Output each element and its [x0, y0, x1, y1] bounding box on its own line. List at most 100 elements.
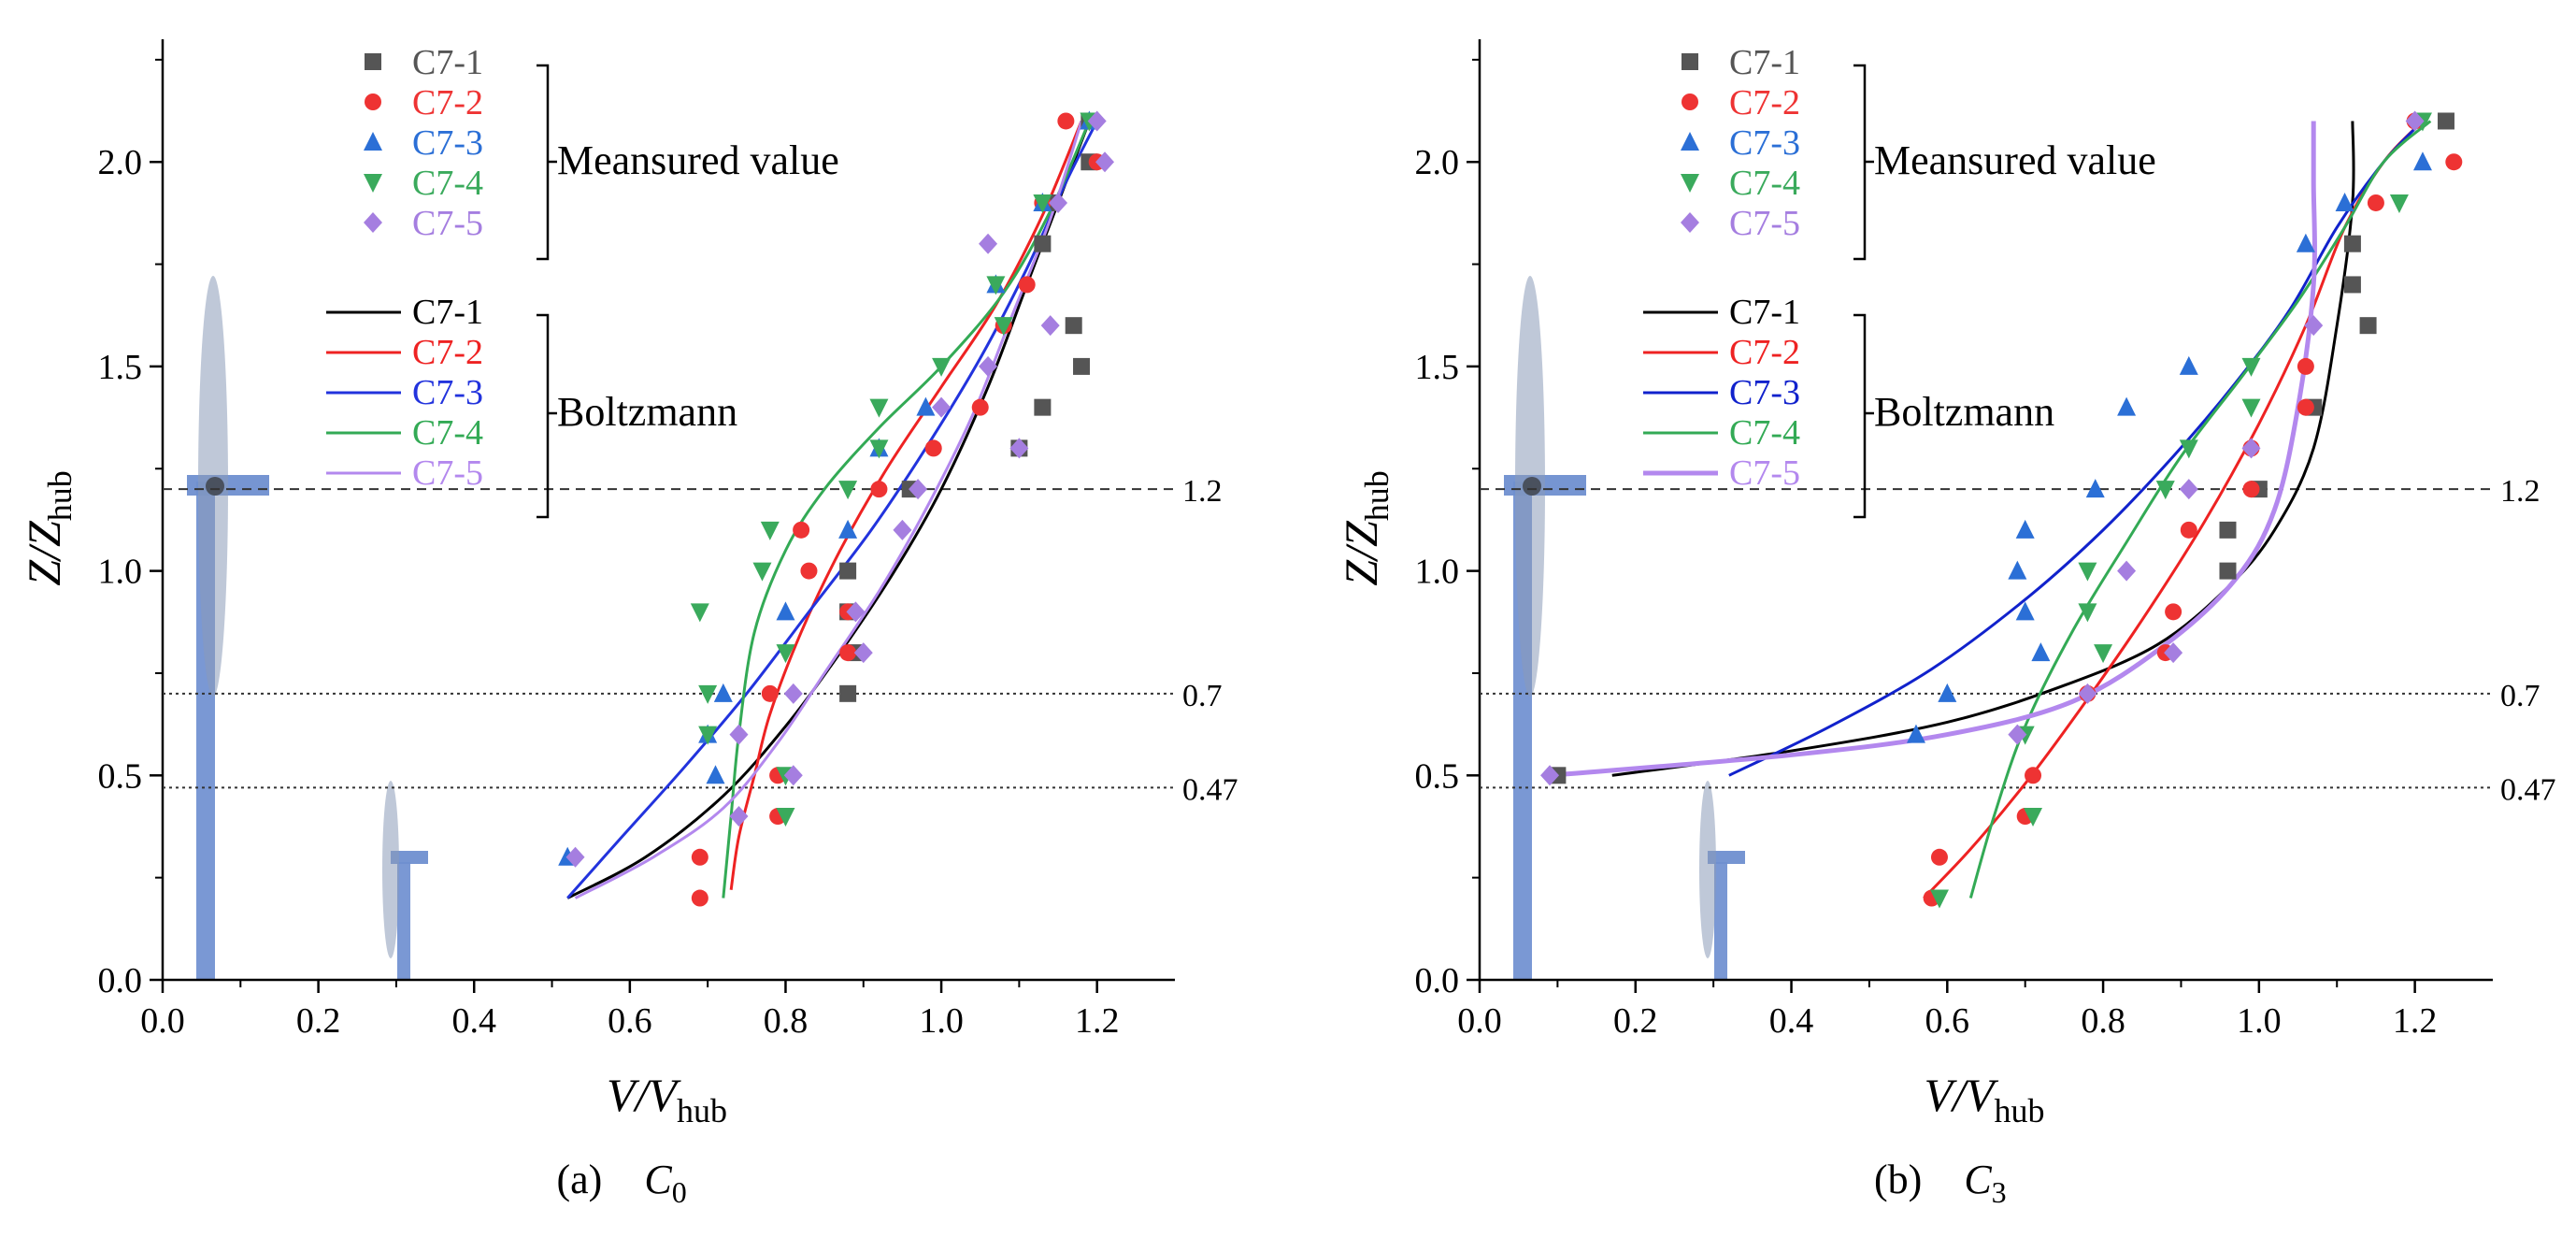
y-axis-label-main: Z/Z	[1335, 520, 1387, 586]
data-point-c7-5	[979, 233, 998, 254]
x-axis-label-main: V/V	[1925, 1069, 1999, 1121]
legend-label: C7-5	[1729, 204, 1800, 243]
data-point-c7-1	[1065, 317, 1082, 335]
panel-caption-label: (a)	[557, 1157, 603, 1202]
legend-label: C7-5	[412, 204, 483, 243]
data-point-c7-4	[2078, 603, 2097, 623]
legend-marker-c7-3	[364, 132, 382, 151]
x-tick-label: 0.8	[764, 1001, 809, 1041]
data-point-c7-3	[2085, 479, 2105, 498]
reference-line-label: 1.2	[2500, 474, 2540, 509]
turbine-nacelle	[1708, 851, 1745, 864]
legend-label: C7-1	[1729, 293, 1800, 332]
data-point-c7-1	[2219, 562, 2237, 580]
legend-group-label: Meansured value	[1874, 137, 2156, 183]
data-point-c7-3	[1938, 683, 1957, 702]
data-point-c7-4	[2094, 644, 2113, 664]
x-tick-label: 1.2	[1075, 1001, 1120, 1041]
y-tick-label: 0.0	[98, 961, 143, 1000]
legend-label: C7-2	[412, 333, 483, 372]
legend-label: C7-4	[412, 164, 483, 203]
x-tick-label: 0.2	[1613, 1001, 1658, 1041]
data-point-c7-4	[869, 398, 889, 418]
legend: C7-1C7-2C7-3C7-4C7-5C7-1C7-2C7-3C7-4C7-5…	[326, 43, 839, 519]
panel-caption-case: C	[644, 1157, 672, 1202]
fit-curve-c7-3	[1728, 120, 2425, 777]
data-point-c7-3	[2008, 560, 2027, 580]
x-axis-label-sub: hub	[677, 1092, 727, 1129]
data-point-c7-1	[1073, 357, 1091, 375]
data-point-c7-4	[986, 276, 1006, 295]
data-point-c7-1	[2437, 112, 2454, 130]
data-point-c7-4	[752, 562, 772, 582]
y-axis-label-sub: hub	[41, 470, 79, 521]
data-point-c7-3	[2412, 151, 2432, 171]
data-point-c7-4	[2155, 481, 2175, 500]
data-point-c7-3	[2031, 642, 2051, 662]
legend: C7-1C7-2C7-3C7-4C7-5C7-1C7-2C7-3C7-4C7-5…	[1643, 43, 2156, 519]
turbine-tower	[1714, 862, 1727, 980]
x-tick-label: 0.8	[2081, 1001, 2125, 1041]
turbine-tower	[397, 862, 410, 980]
data-point-c7-4	[932, 357, 952, 377]
data-point-c7-1	[2343, 235, 2361, 252]
data-point-c7-4	[698, 726, 718, 745]
data-point-c7-2	[2297, 398, 2314, 416]
turbine-nacelle	[391, 851, 428, 864]
data-point-c7-2	[691, 889, 708, 907]
x-tick-label: 0.0	[140, 1001, 185, 1041]
x-tick-label: 0.6	[608, 1001, 652, 1041]
data-point-c7-4	[2389, 194, 2409, 213]
data-point-c7-5	[2304, 315, 2324, 337]
data-point-c7-5	[729, 724, 749, 745]
legend-label: C7-2	[1729, 83, 1800, 122]
legend-marker-c7-4	[1681, 174, 1699, 193]
data-point-c7-5	[1009, 438, 1029, 459]
data-point-c7-5	[2405, 110, 2425, 132]
x-tick-label: 1.2	[2393, 1001, 2438, 1041]
y-tick-label: 0.0	[1415, 961, 1460, 1000]
data-point-c7-5	[2164, 642, 2183, 664]
data-point-c7-3	[2015, 519, 2035, 539]
data-point-c7-2	[2445, 153, 2463, 171]
legend-marker-c7-1	[365, 53, 381, 70]
legend-bracket	[537, 313, 557, 519]
data-point-c7-4	[698, 684, 718, 704]
legend-marker-c7-2	[365, 93, 381, 110]
data-point-c7-5	[2008, 724, 2027, 745]
data-point-c7-2	[2242, 481, 2260, 498]
data-point-c7-2	[793, 521, 810, 539]
fit-curve-c7-4	[1968, 120, 2432, 899]
legend-label: C7-2	[1729, 333, 1800, 372]
data-point-c7-2	[800, 562, 818, 580]
data-point-c7-2	[1018, 276, 1036, 294]
data-point-c7-2	[2025, 767, 2042, 784]
data-point-c7-3	[713, 683, 733, 702]
data-point-c7-3	[2015, 601, 2035, 621]
legend-bracket	[1853, 313, 1874, 519]
panel-caption-label: (b)	[1874, 1157, 1922, 1202]
data-point-c7-2	[761, 684, 779, 702]
turbine-hub	[206, 477, 224, 496]
legend-label: C7-4	[1729, 164, 1800, 203]
legend-label: C7-4	[1729, 413, 1800, 453]
legend-group-label: Boltzmann	[557, 389, 737, 435]
x-tick-label: 0.0	[1457, 1001, 1502, 1041]
data-point-c7-2	[839, 644, 857, 662]
data-point-c7-4	[2179, 439, 2198, 459]
legend-marker-c7-2	[1682, 93, 1698, 110]
data-point-c7-5	[846, 601, 866, 623]
data-point-c7-4	[994, 317, 1013, 337]
reference-line-label: 0.7	[1182, 679, 1223, 713]
legend-label: C7-5	[412, 453, 483, 493]
x-tick-label: 0.2	[296, 1001, 341, 1041]
y-axis-label: Z/Zhub	[1335, 470, 1395, 586]
y-tick-label: 1.5	[98, 348, 143, 387]
data-point-c7-5	[2117, 560, 2137, 582]
data-point-c7-4	[2024, 808, 2043, 827]
turbine-hub	[1523, 477, 1541, 496]
data-point-c7-5	[729, 806, 749, 827]
data-point-c7-2	[1930, 848, 1948, 866]
data-point-c7-5	[2179, 479, 2198, 500]
y-tick-label: 0.5	[98, 756, 143, 796]
